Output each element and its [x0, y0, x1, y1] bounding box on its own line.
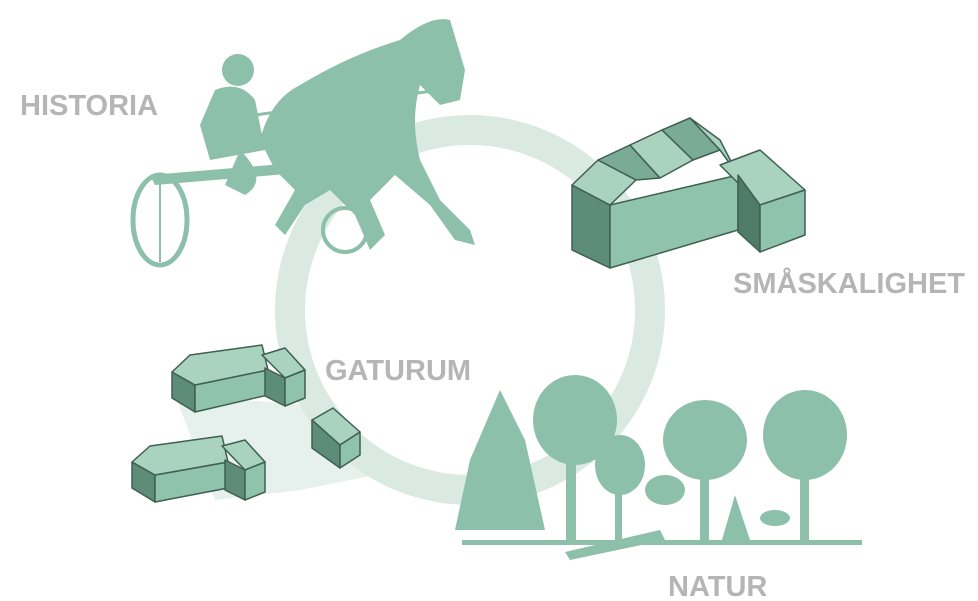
buildings-large: [572, 118, 805, 268]
label-smaskalighet: SMÅSKALIGHET: [733, 267, 965, 300]
label-historia: HISTORIA: [20, 90, 158, 122]
label-natur: NATUR: [668, 571, 767, 601]
trees: [455, 375, 862, 560]
diagram: HISTORIA SMÅSKALIGHET GATURUM NATUR: [0, 0, 978, 601]
label-gaturum: GATURUM: [325, 355, 471, 387]
